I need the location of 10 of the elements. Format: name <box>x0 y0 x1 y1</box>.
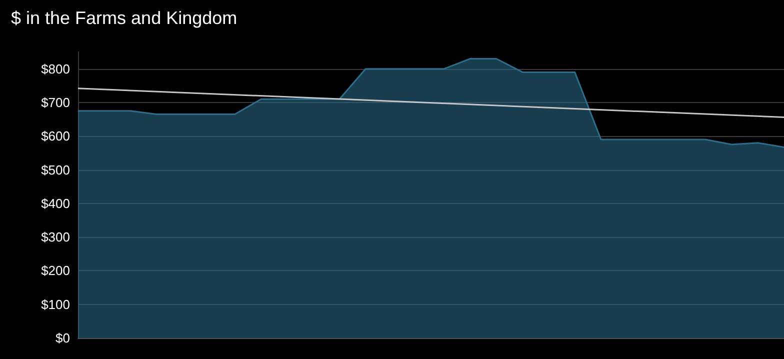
y-tick-label: $600 <box>41 128 70 144</box>
y-tick-label: $300 <box>41 230 70 245</box>
y-tick-label: $800 <box>41 61 70 76</box>
y-tick-label: $100 <box>41 296 70 312</box>
y-tick-label: $700 <box>41 94 70 110</box>
y-tick-label: $0 <box>56 330 70 346</box>
y-tick-label: $400 <box>41 196 70 211</box>
y-tick-label: $200 <box>41 263 70 278</box>
y-tick-label: $500 <box>41 162 70 178</box>
chart-title: $ in the Farms and Kingdom <box>11 8 238 28</box>
